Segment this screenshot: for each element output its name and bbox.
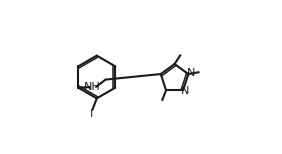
Text: N: N <box>181 86 190 96</box>
Text: I: I <box>90 109 94 119</box>
Text: NH: NH <box>84 82 101 92</box>
Text: N: N <box>187 68 195 78</box>
